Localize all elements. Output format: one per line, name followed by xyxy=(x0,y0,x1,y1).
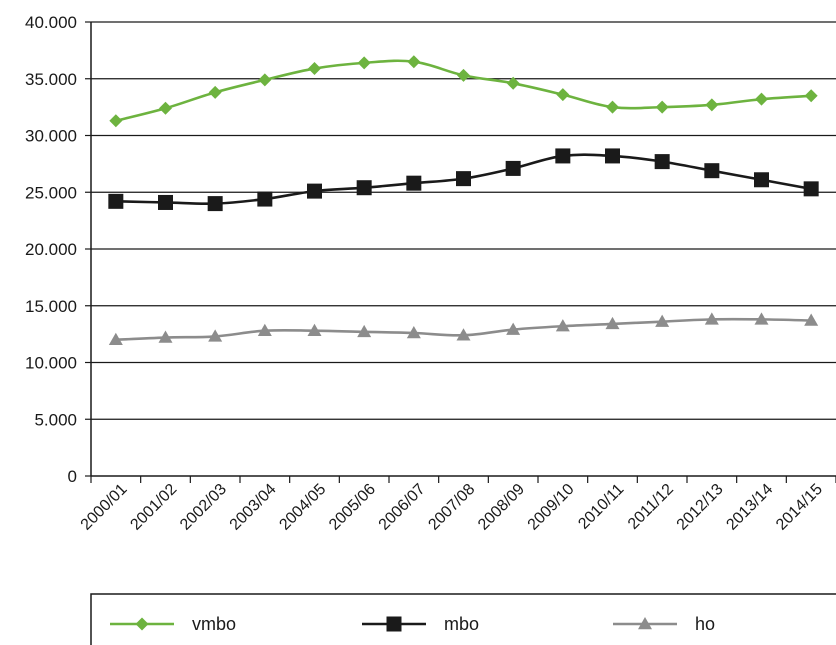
data-point-vmbo xyxy=(407,55,421,69)
data-point-vmbo xyxy=(655,100,669,114)
data-point-mbo xyxy=(356,180,372,196)
x-tick-label: 2007/08 xyxy=(425,481,478,534)
series-vmbo xyxy=(109,55,818,128)
legend-label-mbo: mbo xyxy=(444,614,479,634)
data-point-ho xyxy=(208,329,223,342)
x-tick-label: 2005/06 xyxy=(326,481,379,534)
data-point-ho xyxy=(655,314,670,327)
y-tick-label: 20.000 xyxy=(25,240,77,259)
data-point-vmbo xyxy=(308,62,321,76)
y-tick-label: 5.000 xyxy=(34,410,77,429)
legend-label-vmbo: vmbo xyxy=(192,614,236,634)
legend-marker-ho xyxy=(638,617,652,630)
data-point-ho xyxy=(555,319,570,332)
x-tick-label: 2008/09 xyxy=(475,481,528,534)
data-point-mbo xyxy=(406,175,422,191)
x-tick-label: 2014/15 xyxy=(773,481,826,534)
y-tick-label: 25.000 xyxy=(25,183,77,202)
data-point-ho xyxy=(357,324,372,338)
data-point-ho xyxy=(605,316,620,330)
data-point-mbo xyxy=(704,163,720,179)
x-tick-label: 2006/07 xyxy=(376,481,429,534)
y-tick-label: 15.000 xyxy=(25,297,77,316)
legend-box xyxy=(90,593,836,645)
data-point-mbo xyxy=(108,193,124,209)
data-point-mbo xyxy=(754,172,769,188)
data-point-ho xyxy=(754,312,769,325)
data-point-mbo xyxy=(505,160,521,176)
x-tick-label: 2009/10 xyxy=(525,481,578,534)
data-point-vmbo xyxy=(556,88,570,102)
data-point-vmbo xyxy=(705,98,719,112)
data-point-mbo xyxy=(158,194,173,210)
data-point-vmbo xyxy=(755,92,768,106)
data-point-vmbo xyxy=(258,73,272,87)
series-mbo xyxy=(108,148,819,212)
data-point-vmbo xyxy=(357,56,371,70)
x-tick-label: 2010/11 xyxy=(575,481,627,533)
data-point-mbo xyxy=(555,148,571,164)
x-tick-label: 2003/04 xyxy=(227,481,280,534)
data-point-ho xyxy=(257,323,272,336)
data-point-ho xyxy=(158,330,173,343)
legend-marker-vmbo xyxy=(135,617,149,631)
series-ho xyxy=(108,312,819,346)
data-point-mbo xyxy=(605,148,620,164)
y-tick-label: 0 xyxy=(68,467,77,486)
gridlines xyxy=(91,21,836,420)
legend: vmbo mbo ho xyxy=(90,593,836,645)
data-point-vmbo xyxy=(208,85,222,99)
data-point-vmbo xyxy=(457,68,470,82)
x-tick-label: 2012/13 xyxy=(674,481,727,534)
x-tick-label: 2001/02 xyxy=(127,481,180,534)
series-layer xyxy=(108,55,819,346)
data-point-ho xyxy=(406,325,421,339)
y-axis: 0 5.000 10.000 15.000 20.000 25.000 30.000 35.0… xyxy=(25,13,92,486)
data-point-vmbo xyxy=(606,100,619,114)
data-point-vmbo xyxy=(159,101,172,115)
data-point-ho xyxy=(506,322,521,335)
data-point-ho xyxy=(307,323,322,336)
x-tick-label: 2011/12 xyxy=(625,481,677,533)
data-point-ho xyxy=(804,313,819,326)
x-tick-label: 2004/05 xyxy=(276,481,329,534)
y-tick-label: 40.000 xyxy=(25,13,77,32)
y-tick-label: 10.000 xyxy=(25,354,77,373)
y-tick-label: 30.000 xyxy=(25,127,77,146)
data-point-vmbo xyxy=(804,89,818,103)
legend-marker-mbo xyxy=(386,616,402,632)
x-tick-label: 2013/14 xyxy=(723,481,776,534)
data-point-mbo xyxy=(207,196,223,212)
data-point-mbo xyxy=(654,154,670,170)
legend-label-ho: ho xyxy=(695,614,715,634)
data-point-vmbo xyxy=(506,76,520,90)
x-tick-label: 2000/01 xyxy=(78,481,131,534)
data-point-ho xyxy=(456,328,471,341)
data-point-mbo xyxy=(257,191,273,207)
x-tick-label: 2002/03 xyxy=(177,481,230,534)
data-point-mbo xyxy=(803,181,819,197)
y-tick-label: 35.000 xyxy=(25,70,77,89)
x-axis: 2000/012001/022002/032003/042004/052005/… xyxy=(78,475,836,534)
data-point-mbo xyxy=(307,183,322,199)
data-point-ho xyxy=(704,312,719,325)
data-point-vmbo xyxy=(109,114,123,128)
data-point-ho xyxy=(108,332,123,346)
data-point-mbo xyxy=(456,171,471,187)
